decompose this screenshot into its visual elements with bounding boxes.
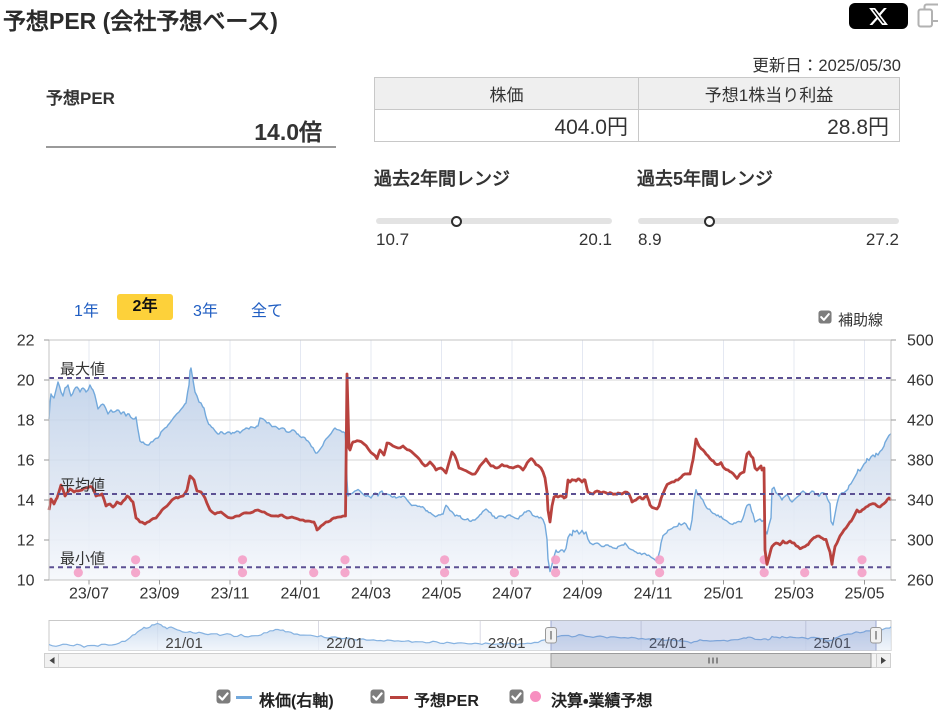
svg-text:460: 460 [907, 373, 934, 390]
svg-text:22: 22 [17, 333, 35, 350]
svg-text:25/01: 25/01 [703, 586, 743, 603]
svg-text:260: 260 [907, 573, 934, 590]
svg-text:24/03: 24/03 [351, 586, 391, 603]
svg-text:24/09: 24/09 [562, 586, 602, 603]
svg-text:23/07: 23/07 [69, 586, 109, 603]
svg-text:24/01: 24/01 [280, 586, 320, 603]
svg-text:24/11: 24/11 [634, 586, 673, 603]
svg-text:500: 500 [907, 333, 934, 350]
svg-text:14: 14 [17, 493, 35, 510]
svg-text:380: 380 [907, 453, 934, 470]
svg-text:25/03: 25/03 [774, 586, 814, 603]
svg-text:21/01: 21/01 [165, 635, 203, 652]
svg-text:18: 18 [17, 413, 35, 430]
svg-text:24/01: 24/01 [649, 635, 687, 652]
svg-text:23/11: 23/11 [211, 586, 250, 603]
svg-text:10: 10 [17, 573, 35, 590]
svg-text:420: 420 [907, 413, 934, 430]
svg-text:24/07: 24/07 [492, 586, 532, 603]
svg-text:23/01: 23/01 [488, 635, 526, 652]
svg-text:24/05: 24/05 [421, 586, 461, 603]
svg-text:25/05: 25/05 [844, 586, 884, 603]
svg-text:16: 16 [17, 453, 35, 470]
svg-text:22/01: 22/01 [326, 635, 364, 652]
svg-text:平均値: 平均値 [60, 477, 105, 494]
svg-text:300: 300 [907, 533, 934, 550]
svg-text:25/01: 25/01 [814, 635, 852, 652]
svg-text:最小値: 最小値 [60, 551, 105, 568]
svg-text:340: 340 [907, 493, 934, 510]
svg-text:20: 20 [17, 373, 35, 390]
svg-text:最大値: 最大値 [60, 361, 105, 378]
svg-text:12: 12 [17, 533, 35, 550]
svg-text:23/09: 23/09 [139, 586, 179, 603]
